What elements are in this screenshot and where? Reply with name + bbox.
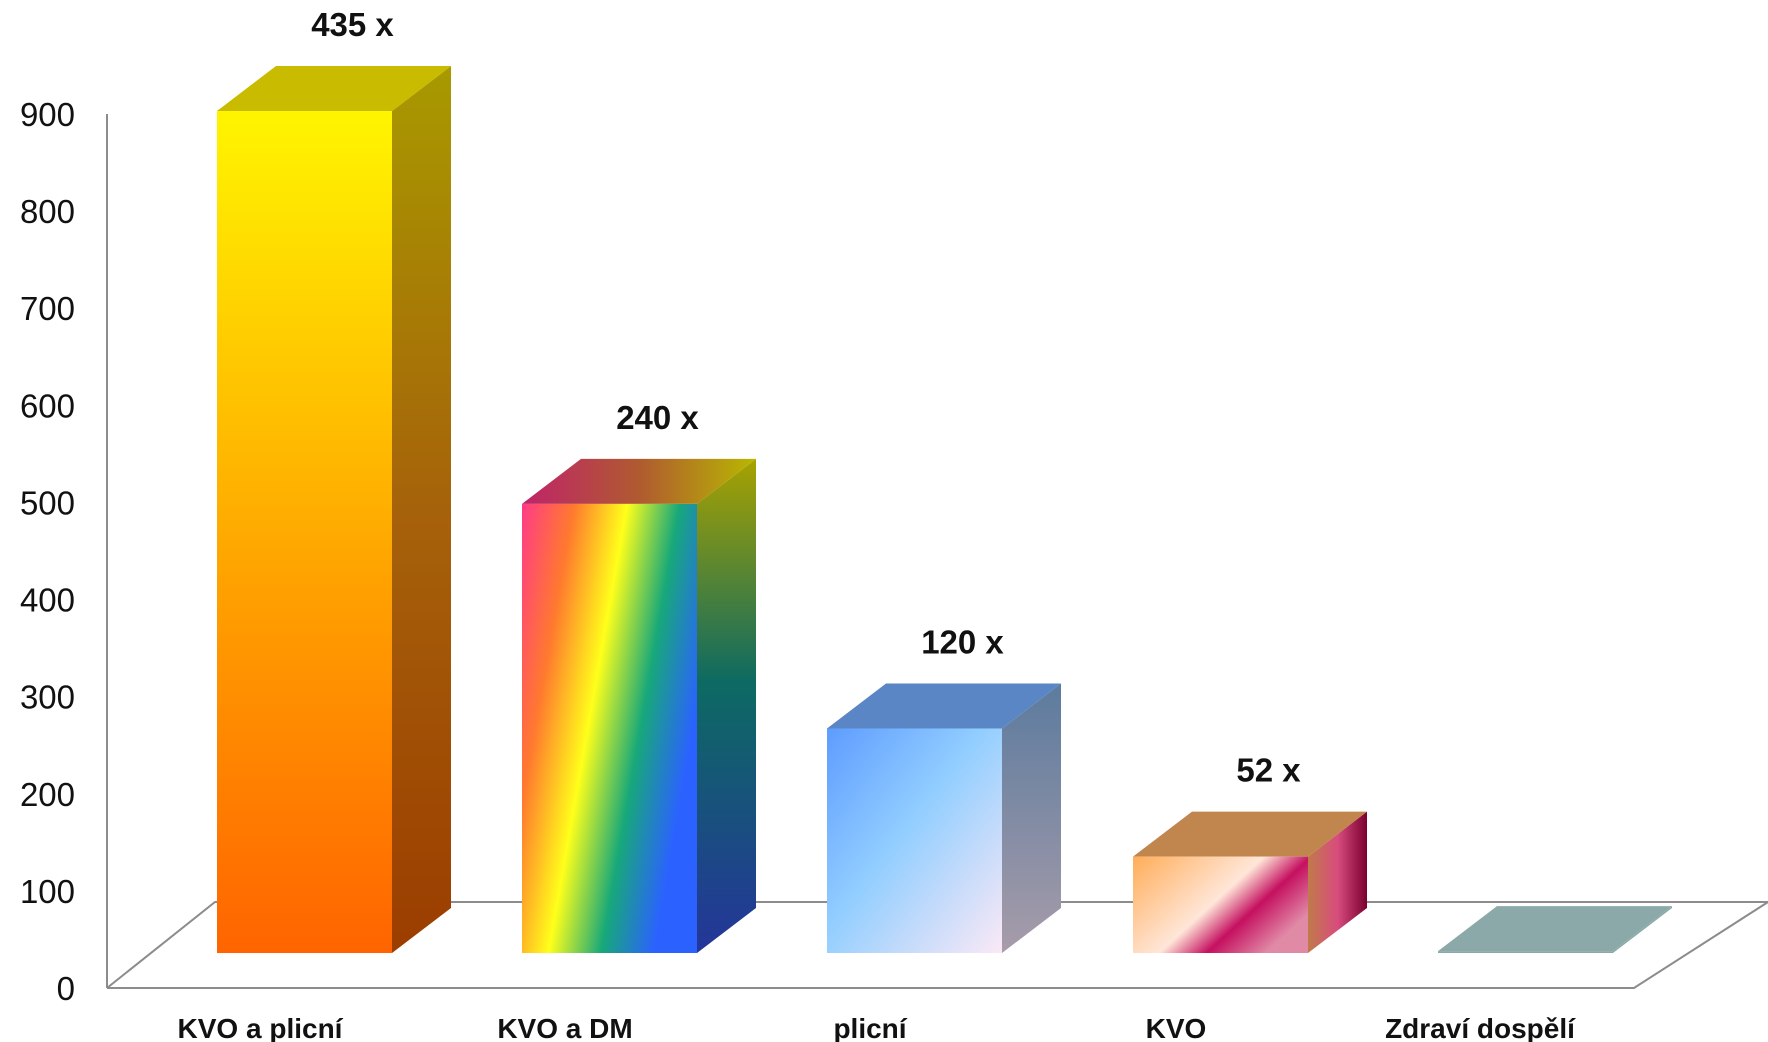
y-tick-label: 800 [20,193,75,230]
data-label: 52 x [1236,752,1301,789]
bar-front-face [522,503,697,953]
bar-side-face [1308,811,1367,953]
bar [522,458,756,953]
y-axis-ticks: 0 100 200 300 400 500 600 700 800 900 [20,96,75,1007]
bar-front-face [217,111,392,953]
y-tick-label: 500 [20,484,75,521]
bar [1133,811,1367,953]
bar-side-face [697,458,756,953]
bar-top-face [522,458,756,504]
bar-top-face [1438,906,1672,952]
y-tick-label: 200 [20,776,75,813]
bar-front-face [1133,856,1308,953]
bar-top-face [1133,811,1367,857]
category-label: KVO a plicní [178,1013,344,1042]
y-tick-label: 900 [20,96,75,133]
bars [217,66,1672,953]
bar-front-face [1438,951,1613,953]
category-label: KVO a DM [497,1013,632,1042]
bar [1438,906,1672,953]
bar-side-face [392,66,451,953]
y-tick-label: 700 [20,290,75,327]
y-tick-label: 0 [57,970,75,1007]
category-label: Zdraví dospělí [1385,1013,1576,1042]
bar-top-face [827,683,1061,729]
category-label: KVO [1146,1013,1207,1042]
bar-front-face [827,728,1002,953]
y-tick-label: 300 [20,679,75,716]
category-label: plicní [833,1013,907,1042]
y-tick-label: 100 [20,873,75,910]
y-tick-label: 600 [20,387,75,424]
bar-side-face [1002,683,1061,953]
data-label: 435 x [311,6,394,43]
y-tick-label: 400 [20,582,75,619]
floor-front-edge [107,901,1768,989]
bar [217,66,451,953]
bar [827,683,1061,953]
category-labels: KVO a plicní KVO a DM plicní KVO Zdraví dosp… [178,1013,1577,1042]
bar-side-face [1613,906,1672,953]
data-label: 120 x [921,623,1004,660]
bar-top-face [217,66,451,111]
data-labels: 435 x 240 x 120 x 52 x [311,6,1301,789]
data-label: 240 x [616,399,699,436]
